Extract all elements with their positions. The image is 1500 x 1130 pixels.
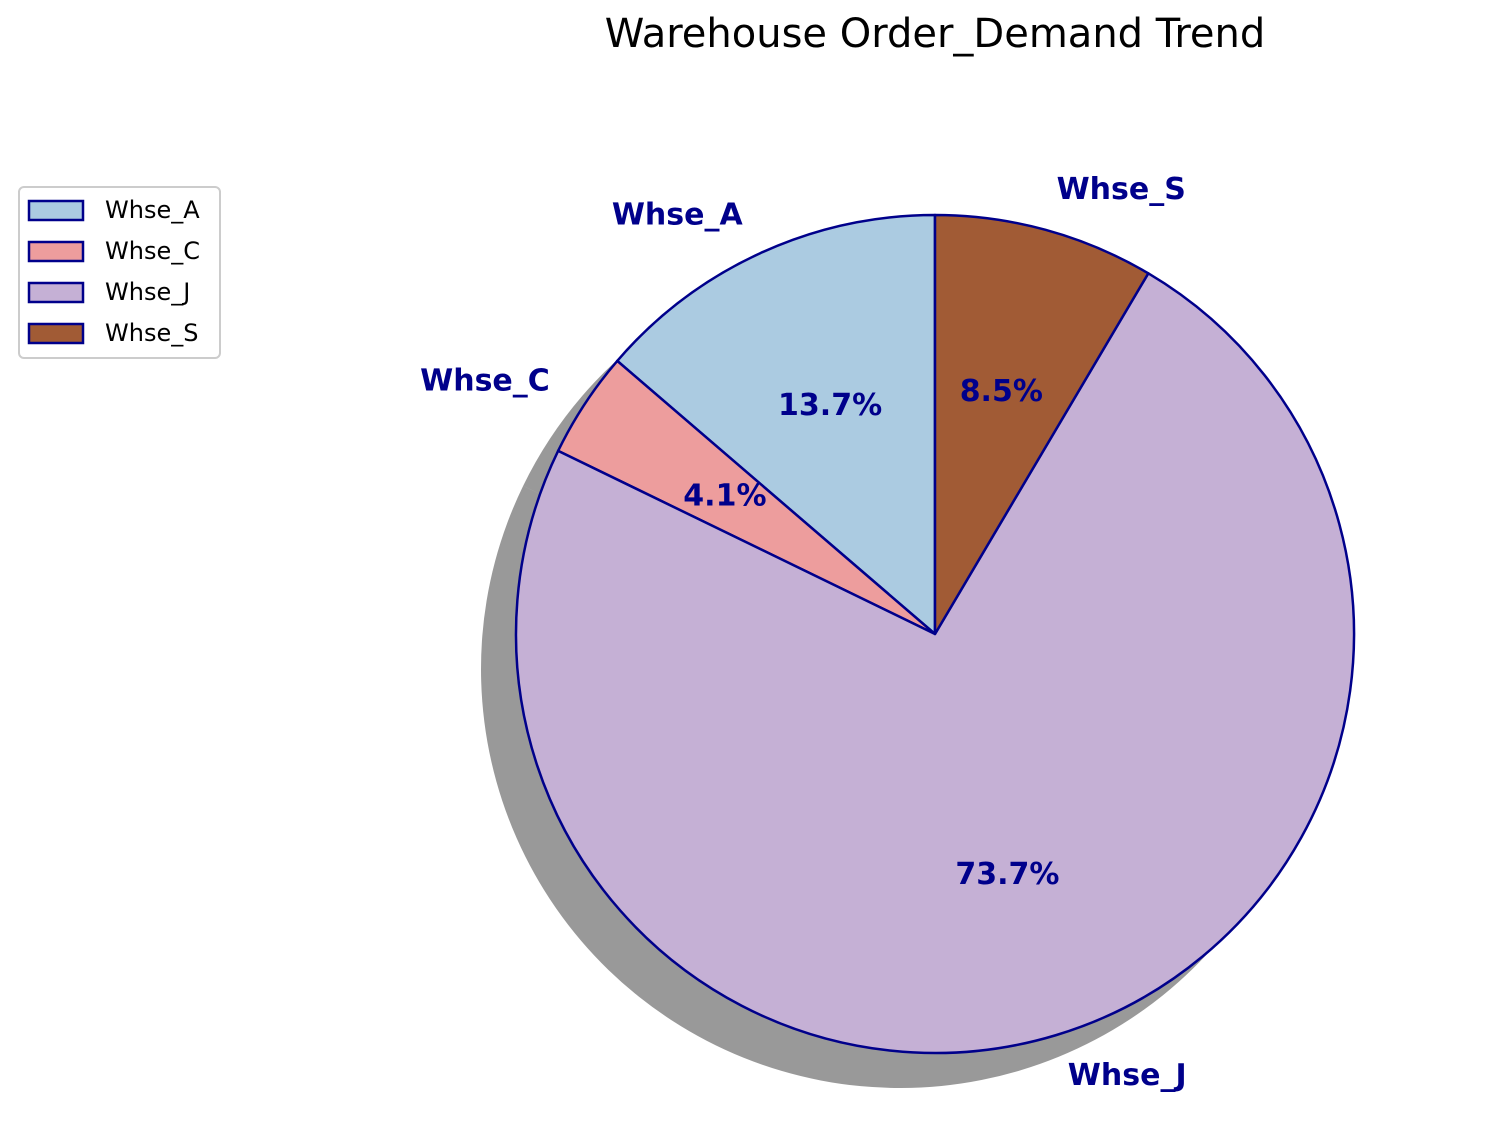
pie-slice-whse-j (514, 272, 1356, 1055)
legend-frame (18, 186, 221, 359)
slice-percent-whse-s: 8.5% (960, 374, 1043, 409)
legend-swatch-whse-c (27, 240, 85, 263)
pie-slices (514, 213, 1356, 1055)
pie-slice-whse-s (933, 213, 1150, 636)
slice-label-whse-j: Whse_J (1068, 1058, 1187, 1093)
legend-swatch-whse-a (27, 199, 85, 222)
chart-title: Warehouse Order_Demand Trend (605, 11, 1266, 57)
pie-labels: Whse_A 13.7% Whse_C 4.1% Whse_J 73.7% Whse_S 8.… (420, 172, 1187, 1093)
legend-label-whse-c: Whse_C (105, 237, 200, 265)
legend-label-whse-s: Whse_S (105, 319, 198, 347)
slice-percent-whse-c: 4.1% (683, 479, 766, 514)
legend-label-whse-j: Whse_J (105, 278, 190, 306)
slice-label-whse-c: Whse_C (420, 364, 550, 399)
legend: Whse_A Whse_C Whse_J Whse_S (18, 186, 221, 359)
legend-swatch-whse-j (27, 281, 85, 304)
slice-label-whse-a: Whse_A (612, 198, 744, 233)
pie-slice-whse-a (616, 213, 937, 636)
legend-label-whse-a: Whse_A (105, 196, 200, 224)
slice-percent-whse-a: 13.7% (778, 388, 882, 423)
slice-label-whse-s: Whse_S (1057, 172, 1186, 207)
slice-percent-whse-j: 73.7% (955, 857, 1059, 892)
legend-swatch-whse-s (27, 322, 85, 345)
